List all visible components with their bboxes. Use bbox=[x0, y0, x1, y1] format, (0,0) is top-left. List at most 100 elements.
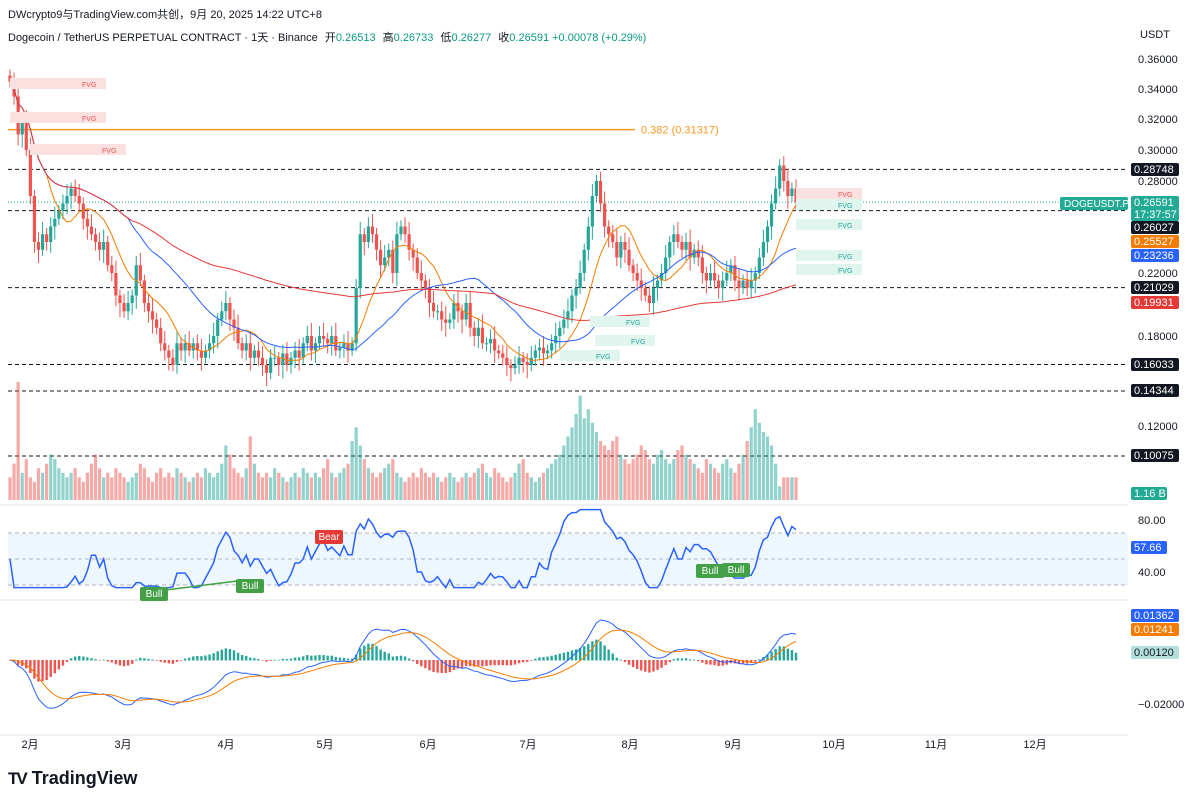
macd-histogram-bar bbox=[395, 656, 399, 661]
candle-body bbox=[639, 280, 643, 288]
candle-body bbox=[61, 203, 65, 211]
macd-histogram-bar bbox=[135, 659, 138, 661]
candle-body bbox=[749, 280, 753, 288]
macd-histogram-bar bbox=[574, 649, 578, 661]
macd-histogram-bar bbox=[464, 660, 468, 667]
macd-histogram-bar bbox=[200, 656, 203, 661]
candle-body bbox=[598, 181, 603, 204]
volume-bar bbox=[664, 459, 668, 500]
volume-bar bbox=[260, 477, 265, 500]
volume-bar bbox=[464, 472, 468, 500]
macd-line bbox=[9, 619, 797, 709]
volume-bar bbox=[676, 450, 680, 500]
fvg-label: FVG bbox=[838, 203, 852, 210]
symbol-name[interactable]: Dogecoin / TetherUS PERPETUAL CONTRACT ·… bbox=[8, 32, 318, 44]
tradingview-logo[interactable]: TV TradingView bbox=[8, 768, 137, 789]
macd-histogram-bar bbox=[196, 655, 199, 661]
macd-histogram-bar bbox=[399, 655, 403, 661]
macd-histogram-bar bbox=[668, 660, 671, 663]
price-axis-label bbox=[1131, 221, 1179, 234]
volume-bar bbox=[61, 472, 65, 500]
macd-histogram-bar bbox=[155, 660, 158, 661]
candle-body bbox=[501, 353, 505, 358]
time-axis-label: 9月 bbox=[724, 739, 741, 751]
volume-bar bbox=[505, 481, 509, 500]
macd-histogram-bar bbox=[375, 646, 378, 661]
volume-bar bbox=[126, 481, 130, 500]
candle-body bbox=[419, 273, 423, 281]
volume-bar bbox=[566, 436, 570, 500]
candle-body bbox=[252, 350, 256, 358]
volume-bar bbox=[501, 477, 505, 500]
macd-histogram-bar bbox=[489, 660, 492, 666]
macd-histogram-bar bbox=[73, 656, 77, 661]
candle-body bbox=[517, 357, 521, 365]
candle-body bbox=[761, 242, 766, 258]
symbol-tag bbox=[1060, 197, 1128, 210]
candle-body bbox=[130, 295, 134, 303]
candle-body bbox=[643, 288, 647, 296]
candle-body bbox=[647, 295, 651, 303]
low-label: 低 bbox=[440, 32, 452, 44]
candle-body bbox=[297, 350, 301, 358]
macd-histogram-bar bbox=[16, 660, 20, 666]
volume-bar bbox=[77, 477, 81, 500]
macd-histogram-bar bbox=[578, 648, 582, 661]
macd-signal-line bbox=[9, 629, 797, 703]
price-axis-label bbox=[1131, 487, 1167, 500]
volume-bar bbox=[57, 468, 61, 500]
candle-body bbox=[114, 273, 118, 296]
volume-bar bbox=[379, 472, 383, 500]
candle-body bbox=[293, 350, 297, 358]
time-axis-label: 2月 bbox=[21, 739, 38, 751]
candle-body bbox=[285, 353, 289, 365]
macd-histogram-bar bbox=[265, 660, 268, 662]
divergence-badge bbox=[140, 587, 168, 601]
fvg-zone bbox=[30, 144, 126, 155]
candle-body bbox=[729, 265, 733, 273]
candle-body bbox=[305, 336, 309, 344]
candle-body bbox=[281, 353, 285, 365]
volume-bar bbox=[403, 481, 407, 500]
fvg-label: FVG bbox=[838, 223, 852, 230]
fvg-label: FVG bbox=[596, 354, 610, 361]
time-axis-label: 6月 bbox=[419, 739, 436, 751]
macd-histogram-bar bbox=[741, 660, 745, 664]
macd-histogram-bar bbox=[587, 644, 590, 661]
volume-bar bbox=[651, 463, 656, 500]
volume-bar bbox=[89, 463, 94, 500]
macd-value-text: 0.00120 bbox=[1134, 647, 1174, 659]
macd-histogram-bar bbox=[391, 656, 395, 661]
macd-histogram-bar bbox=[249, 657, 252, 661]
price-tick-label: 0.34000 bbox=[1138, 84, 1178, 96]
candle-body bbox=[212, 336, 216, 344]
candle-body bbox=[664, 257, 668, 273]
candle-body bbox=[395, 234, 399, 273]
candle-body bbox=[20, 119, 24, 135]
macd-histogram-bar bbox=[314, 655, 317, 661]
candle-body bbox=[289, 357, 293, 365]
volume-bar bbox=[717, 472, 721, 500]
candle-body bbox=[77, 196, 81, 204]
candle-body bbox=[660, 273, 664, 281]
change-value: +0.00078 (+0.29%) bbox=[552, 32, 647, 44]
macd-histogram-bar bbox=[65, 660, 69, 663]
price-axis-label bbox=[1131, 281, 1179, 294]
candle-body bbox=[32, 196, 37, 242]
macd-histogram-bar bbox=[122, 660, 126, 667]
macd-histogram-bar bbox=[326, 655, 329, 661]
candle-body bbox=[721, 280, 725, 288]
macd-histogram-bar bbox=[49, 660, 52, 677]
candle-body bbox=[480, 327, 485, 344]
candle-body bbox=[607, 226, 611, 235]
price-axis-label bbox=[1131, 384, 1179, 397]
candle-body bbox=[570, 295, 574, 312]
macd-histogram-bar bbox=[644, 660, 647, 672]
macd-histogram-bar bbox=[721, 660, 724, 666]
candle-body bbox=[65, 196, 69, 204]
macd-histogram-bar bbox=[383, 651, 386, 661]
macd-histogram-bar bbox=[444, 660, 447, 673]
time-axis-label: 3月 bbox=[114, 739, 131, 751]
candle-body bbox=[558, 327, 562, 336]
